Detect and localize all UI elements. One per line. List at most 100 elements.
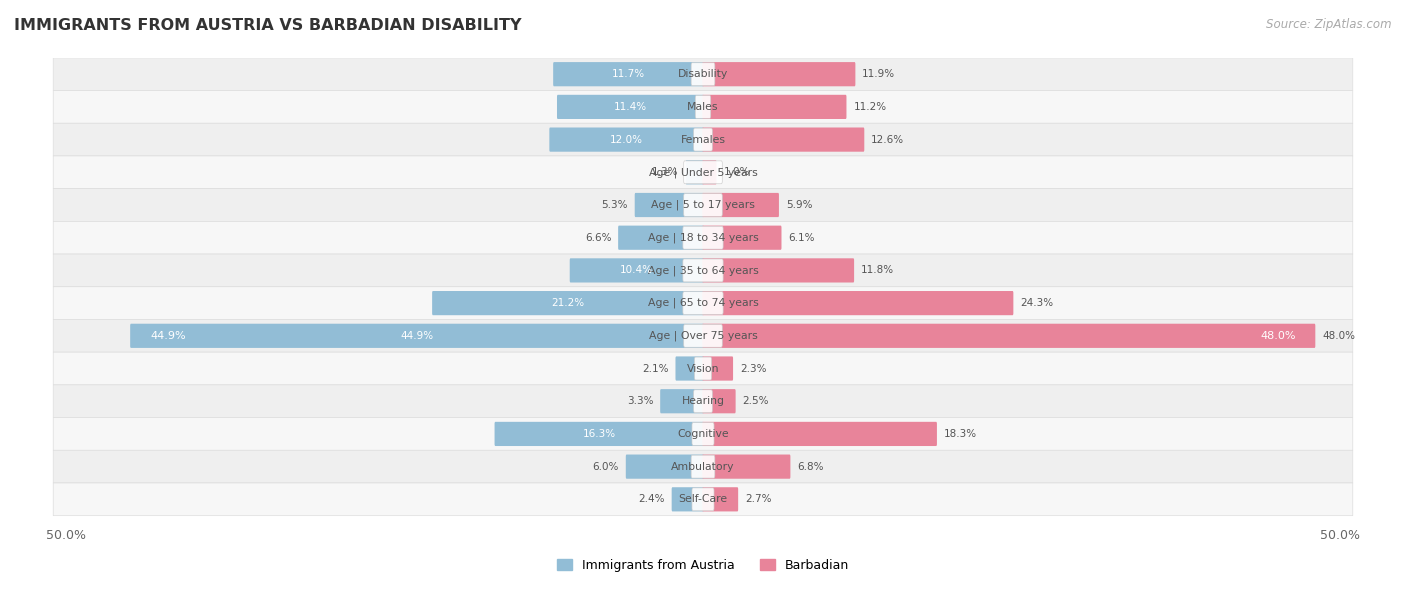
Text: Self-Care: Self-Care [679, 494, 727, 504]
Text: 12.6%: 12.6% [872, 135, 904, 144]
Text: 2.4%: 2.4% [638, 494, 665, 504]
FancyBboxPatch shape [557, 95, 704, 119]
Text: 11.4%: 11.4% [614, 102, 647, 112]
FancyBboxPatch shape [702, 356, 733, 381]
Text: Age | 5 to 17 years: Age | 5 to 17 years [651, 200, 755, 211]
Text: 5.3%: 5.3% [602, 200, 628, 210]
Text: 48.0%: 48.0% [1322, 331, 1355, 341]
Text: 18.3%: 18.3% [943, 429, 977, 439]
Text: 16.3%: 16.3% [582, 429, 616, 439]
Text: 48.0%: 48.0% [1260, 331, 1295, 341]
Text: 44.9%: 44.9% [150, 331, 186, 341]
Text: Age | Over 75 years: Age | Over 75 years [648, 330, 758, 341]
FancyBboxPatch shape [53, 483, 1353, 516]
FancyBboxPatch shape [53, 254, 1353, 287]
Text: 6.1%: 6.1% [789, 233, 815, 243]
FancyBboxPatch shape [53, 58, 1353, 91]
FancyBboxPatch shape [695, 357, 711, 380]
FancyBboxPatch shape [619, 226, 704, 250]
Text: 2.7%: 2.7% [745, 494, 772, 504]
Text: 1.0%: 1.0% [723, 167, 749, 177]
FancyBboxPatch shape [569, 258, 704, 283]
Text: Vision: Vision [686, 364, 720, 373]
FancyBboxPatch shape [702, 324, 1316, 348]
Text: Source: ZipAtlas.com: Source: ZipAtlas.com [1267, 18, 1392, 31]
Text: 11.8%: 11.8% [860, 266, 894, 275]
FancyBboxPatch shape [53, 417, 1353, 450]
FancyBboxPatch shape [702, 193, 779, 217]
FancyBboxPatch shape [683, 161, 723, 184]
Text: 2.1%: 2.1% [643, 364, 669, 373]
FancyBboxPatch shape [131, 324, 704, 348]
Text: 44.9%: 44.9% [401, 331, 433, 341]
FancyBboxPatch shape [693, 390, 713, 412]
FancyBboxPatch shape [683, 324, 723, 347]
FancyBboxPatch shape [53, 91, 1353, 123]
Legend: Immigrants from Austria, Barbadian: Immigrants from Austria, Barbadian [557, 559, 849, 572]
Text: Age | Under 5 years: Age | Under 5 years [648, 167, 758, 177]
FancyBboxPatch shape [702, 258, 853, 283]
FancyBboxPatch shape [702, 127, 865, 152]
FancyBboxPatch shape [702, 62, 855, 86]
Text: 11.7%: 11.7% [612, 69, 645, 79]
Text: Age | 18 to 34 years: Age | 18 to 34 years [648, 233, 758, 243]
FancyBboxPatch shape [683, 292, 723, 315]
FancyBboxPatch shape [53, 123, 1353, 156]
Text: 1.3%: 1.3% [652, 167, 679, 177]
Text: Hearing: Hearing [682, 396, 724, 406]
Text: 24.3%: 24.3% [1021, 298, 1053, 308]
FancyBboxPatch shape [553, 62, 704, 86]
Text: IMMIGRANTS FROM AUSTRIA VS BARBADIAN DISABILITY: IMMIGRANTS FROM AUSTRIA VS BARBADIAN DIS… [14, 18, 522, 34]
FancyBboxPatch shape [702, 487, 738, 512]
FancyBboxPatch shape [683, 259, 723, 282]
FancyBboxPatch shape [672, 487, 704, 512]
FancyBboxPatch shape [702, 455, 790, 479]
FancyBboxPatch shape [675, 356, 704, 381]
Text: 2.3%: 2.3% [740, 364, 766, 373]
Text: Females: Females [681, 135, 725, 144]
FancyBboxPatch shape [692, 422, 714, 446]
FancyBboxPatch shape [53, 222, 1353, 254]
FancyBboxPatch shape [626, 455, 704, 479]
Text: 11.2%: 11.2% [853, 102, 886, 112]
Text: Age | 35 to 64 years: Age | 35 to 64 years [648, 265, 758, 275]
FancyBboxPatch shape [696, 95, 710, 118]
Text: 6.0%: 6.0% [592, 461, 619, 472]
FancyBboxPatch shape [53, 287, 1353, 319]
FancyBboxPatch shape [702, 389, 735, 413]
FancyBboxPatch shape [683, 226, 723, 249]
Text: 2.5%: 2.5% [742, 396, 769, 406]
FancyBboxPatch shape [692, 63, 714, 86]
Text: Ambulatory: Ambulatory [671, 461, 735, 472]
FancyBboxPatch shape [550, 127, 704, 152]
FancyBboxPatch shape [53, 156, 1353, 188]
Text: Males: Males [688, 102, 718, 112]
FancyBboxPatch shape [702, 160, 717, 184]
Text: 3.3%: 3.3% [627, 396, 654, 406]
Text: 5.9%: 5.9% [786, 200, 813, 210]
FancyBboxPatch shape [53, 319, 1353, 352]
FancyBboxPatch shape [692, 488, 714, 511]
FancyBboxPatch shape [686, 160, 704, 184]
FancyBboxPatch shape [661, 389, 704, 413]
FancyBboxPatch shape [495, 422, 704, 446]
FancyBboxPatch shape [702, 95, 846, 119]
FancyBboxPatch shape [692, 455, 714, 478]
Text: 21.2%: 21.2% [551, 298, 585, 308]
FancyBboxPatch shape [683, 193, 723, 217]
FancyBboxPatch shape [53, 450, 1353, 483]
FancyBboxPatch shape [53, 385, 1353, 417]
FancyBboxPatch shape [53, 352, 1353, 385]
Text: 11.9%: 11.9% [862, 69, 896, 79]
Text: Age | 65 to 74 years: Age | 65 to 74 years [648, 298, 758, 308]
Text: 12.0%: 12.0% [610, 135, 643, 144]
FancyBboxPatch shape [693, 128, 713, 151]
Text: 10.4%: 10.4% [620, 266, 654, 275]
FancyBboxPatch shape [634, 193, 704, 217]
Text: 6.6%: 6.6% [585, 233, 612, 243]
FancyBboxPatch shape [702, 226, 782, 250]
FancyBboxPatch shape [432, 291, 704, 315]
FancyBboxPatch shape [702, 422, 936, 446]
Text: Cognitive: Cognitive [678, 429, 728, 439]
Text: 6.8%: 6.8% [797, 461, 824, 472]
